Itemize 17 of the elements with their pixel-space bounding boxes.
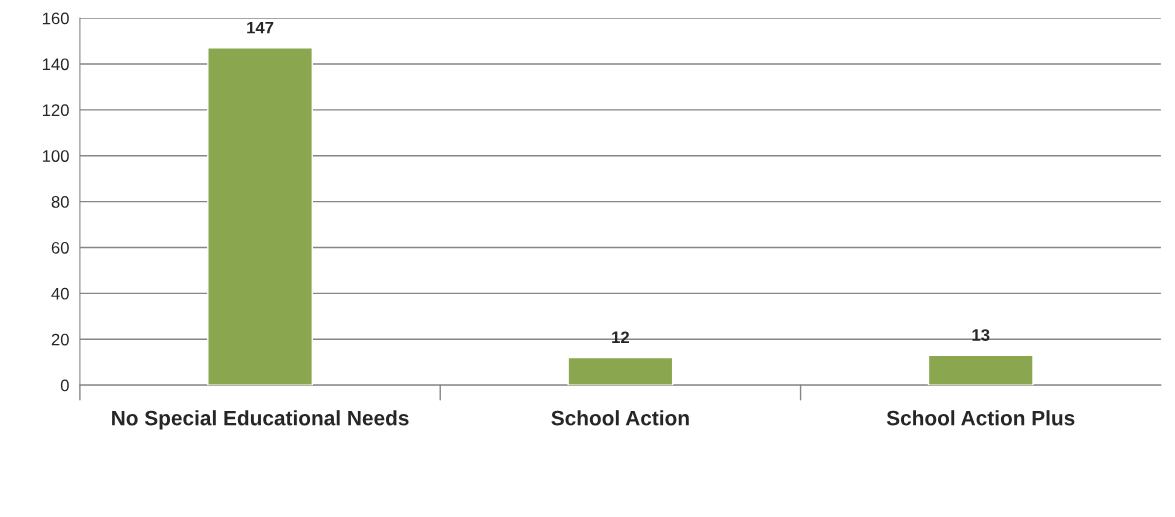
y-tick-label: 0 bbox=[60, 379, 69, 392]
y-tick-label: 100 bbox=[42, 150, 69, 162]
data-label: 147 bbox=[247, 21, 274, 34]
x-tick-label: School Action bbox=[551, 410, 689, 426]
y-tick-label: 160 bbox=[42, 12, 69, 25]
y-tick-label: 80 bbox=[51, 196, 69, 208]
x-tick-label: No Special Educational Needs bbox=[112, 410, 409, 430]
bar bbox=[927, 354, 1034, 386]
y-tick-label: 120 bbox=[42, 104, 69, 117]
data-label: 13 bbox=[972, 329, 990, 341]
x-tick-label: School Action Plus bbox=[886, 410, 1075, 426]
y-tick-label: 20 bbox=[51, 333, 69, 346]
y-tick-label: 40 bbox=[51, 287, 69, 300]
bar bbox=[207, 47, 314, 386]
y-tick-label: 60 bbox=[51, 241, 69, 254]
y-tick-label: 140 bbox=[42, 58, 69, 71]
bar bbox=[567, 356, 674, 386]
